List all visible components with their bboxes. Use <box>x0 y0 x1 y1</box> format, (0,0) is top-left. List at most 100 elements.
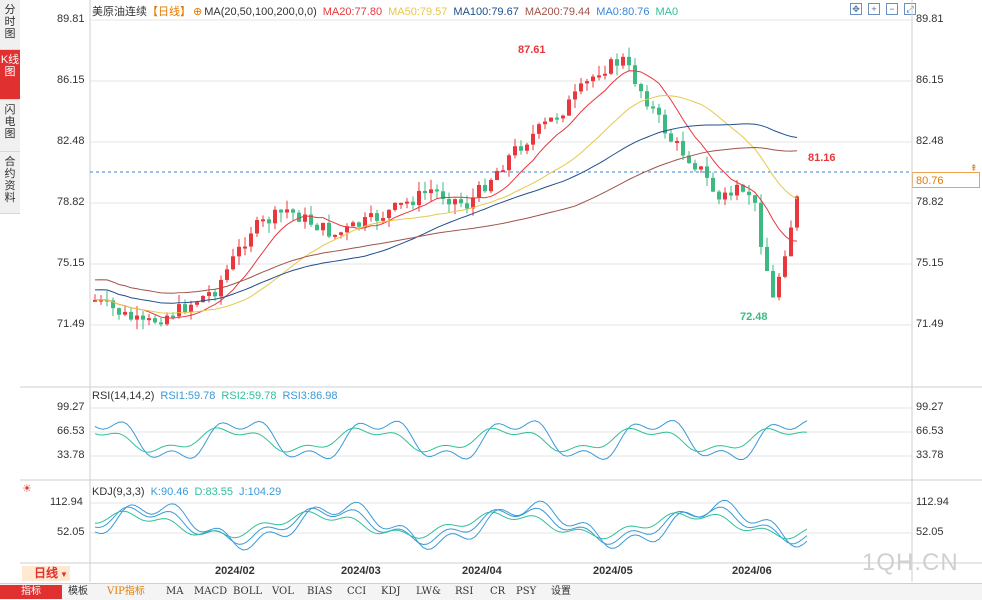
period-selector[interactable]: 日线 ▼ <box>22 566 70 581</box>
fit-icon[interactable]: ✥ <box>850 3 862 15</box>
btn-settings[interactable]: 设置 <box>551 586 571 597</box>
tab-contract-info[interactable]: 合约资料 <box>0 152 20 214</box>
ytick-left-4: 75.15 <box>57 257 85 269</box>
instrument-title: 美原油连续 <box>92 6 147 18</box>
candle-body <box>387 209 391 219</box>
rsi-ytick-left-2: 33.78 <box>57 449 85 461</box>
ytick-right-3: 78.82 <box>916 196 944 208</box>
tab-kline[interactable]: K线图 <box>0 50 20 100</box>
candle-body <box>435 189 439 192</box>
period-selector-label: 日线 <box>34 566 59 580</box>
candle-body <box>753 195 757 203</box>
kdj-ytick-right-0: 112.94 <box>916 496 949 508</box>
ytick-left-0: 89.81 <box>57 13 85 25</box>
watermark: 1QH.CN <box>862 549 959 576</box>
candle-body <box>363 217 367 227</box>
candle-body <box>105 299 109 302</box>
candle-body <box>477 184 481 198</box>
btn-bias[interactable]: BIAS <box>307 586 333 597</box>
btn-rsi[interactable]: RSI <box>455 586 474 597</box>
btn-psy[interactable]: PSY <box>516 586 537 597</box>
rsi2-value: RSI2:59.78 <box>221 390 277 402</box>
candle-body <box>159 322 163 325</box>
candle-body <box>609 59 613 74</box>
kdj-k-line <box>94 506 808 546</box>
btn-indicators[interactable]: 指标 <box>0 585 62 599</box>
tab-timeshare[interactable]: 分时图 <box>0 0 20 50</box>
candle-body <box>351 222 355 227</box>
candle-body <box>381 218 385 221</box>
candle-body <box>147 318 151 321</box>
candle-body <box>423 190 427 194</box>
candle-body <box>279 209 283 213</box>
tab-lightning[interactable]: 闪电图 <box>0 100 20 152</box>
rsi-ytick-left-1: 66.53 <box>57 425 85 437</box>
settings-icon[interactable]: ⊕ <box>193 6 203 18</box>
rsi-ytick-right-0: 99.27 <box>916 401 944 413</box>
candle-body <box>171 315 175 318</box>
btn-cci[interactable]: CCI <box>347 586 367 597</box>
ytick-left-1: 86.15 <box>57 74 85 86</box>
candle-body <box>771 270 775 298</box>
expand-icon[interactable]: + <box>868 3 880 15</box>
candle-body <box>213 292 217 297</box>
kdj-k-value: K:90.46 <box>150 486 189 498</box>
btn-vip-indicators[interactable]: VIP指标 <box>107 586 145 597</box>
btn-lw[interactable]: LW& <box>416 586 441 597</box>
annotation-last-high: 81.16 <box>808 152 836 164</box>
rsi1-value: RSI1:59.78 <box>160 390 216 402</box>
candle-body <box>165 315 169 325</box>
btn-ma[interactable]: MA <box>166 586 184 597</box>
shrink-icon[interactable]: − <box>886 3 898 15</box>
btn-boll[interactable]: BOLL <box>233 586 263 597</box>
candle-body <box>735 184 739 196</box>
candle-body <box>537 124 541 134</box>
candle-body <box>729 192 733 196</box>
fullscreen-icon[interactable]: ⤢ <box>904 3 916 15</box>
rsi1-line <box>94 419 808 461</box>
candle-body <box>135 315 139 320</box>
candle-body <box>303 214 307 222</box>
xtick-0: 2024/02 <box>215 565 255 577</box>
ma0b-value: MA0 <box>655 6 679 18</box>
candle-body <box>621 56 625 66</box>
candle-body <box>345 226 349 233</box>
btn-kdj[interactable]: KDJ <box>381 586 401 597</box>
btn-macd[interactable]: MACD <box>194 586 228 597</box>
candle-body <box>585 81 589 84</box>
candle-body <box>525 144 529 151</box>
bottom-toolbar: 指标 模板 VIP指标 MA MACD BOLL VOL BIAS CCI KD… <box>0 583 982 600</box>
candle-body <box>657 107 661 115</box>
candle-body <box>543 121 547 125</box>
btn-cr[interactable]: CR <box>490 586 506 597</box>
xtick-3: 2024/05 <box>593 565 633 577</box>
candle-body <box>285 209 289 213</box>
candle-body <box>627 56 631 66</box>
candle-body <box>441 191 445 200</box>
kdj-settings-icon[interactable]: ☀ <box>22 483 32 495</box>
ytick-right-1: 86.15 <box>916 74 944 86</box>
ytick-left-2: 82.48 <box>57 135 85 147</box>
candle-body <box>687 155 691 164</box>
chevron-down-icon: ▼ <box>60 570 68 579</box>
kdj-d-value: D:83.55 <box>194 486 234 498</box>
ytick-right-5: 71.49 <box>916 318 944 330</box>
candle-body <box>555 117 559 120</box>
candle-body <box>777 276 781 298</box>
candle-body <box>237 246 241 257</box>
xtick-2: 2024/04 <box>462 565 502 577</box>
ma50-line <box>94 95 798 314</box>
candle-body <box>501 170 505 173</box>
candle-body <box>579 83 583 92</box>
btn-template[interactable]: 模板 <box>68 586 88 597</box>
candle-body <box>201 295 205 303</box>
candle-body <box>255 220 259 234</box>
rsi-title: RSI(14,14,2) <box>92 390 155 402</box>
candle-body <box>741 184 745 192</box>
kdj-ytick-left-1: 52.05 <box>57 526 85 538</box>
candle-body <box>591 76 595 82</box>
candle-body <box>783 256 787 277</box>
btn-vol[interactable]: VOL <box>272 586 294 597</box>
candle-body <box>507 155 511 171</box>
